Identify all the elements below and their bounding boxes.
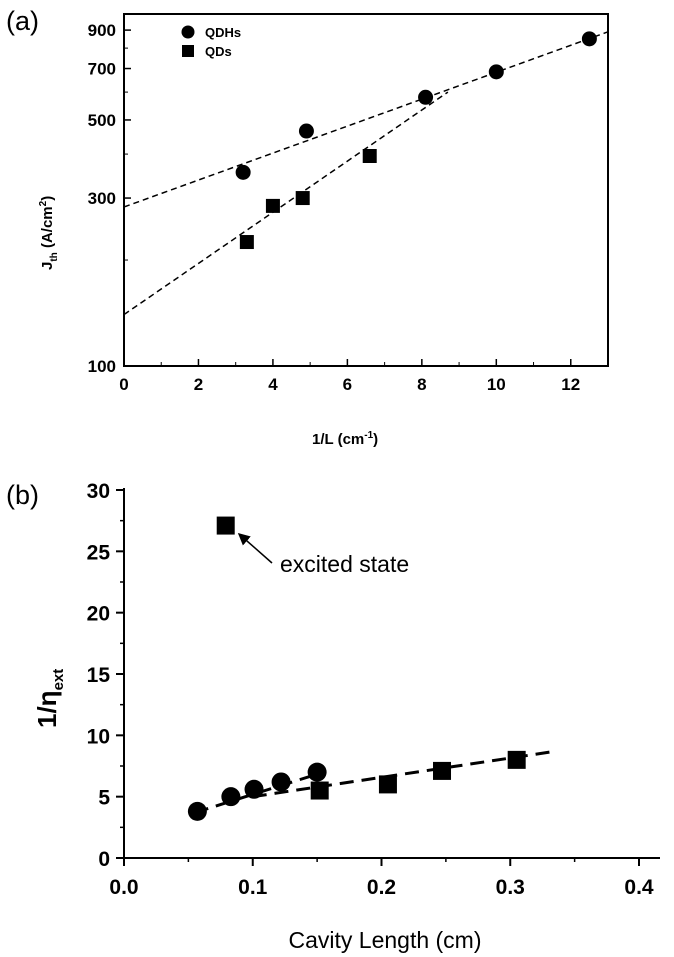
- panel-a-x-tick-label: 4: [268, 375, 278, 394]
- panel-b: (b) 0.0 0.1 0.2 0.3 0.4 0 5 10 15 20 25 30 excited …: [6, 480, 660, 953]
- panel-b-point-circle: [244, 779, 264, 799]
- panel-b-point-square: [433, 761, 452, 780]
- panel-a-y-axis-title: Jth (A/cm2): [38, 196, 60, 270]
- panel-a: (a) 0 2 4 6 8 10 12 100 300 500 700 900 QDHs QDs 1/…: [6, 6, 609, 448]
- panel-a-y-tick-label: 300: [88, 189, 116, 208]
- panel-b-point-square: [310, 781, 329, 800]
- panel-b-point-circle: [307, 762, 327, 782]
- panel-a-x-tick-label: 0: [119, 375, 128, 394]
- panel-a-x-axis-title-text: 1/L (cm: [312, 431, 364, 448]
- panel-b-x-tick-label: 0.2: [367, 876, 396, 899]
- panel-b-fit-line-1: [252, 749, 556, 799]
- panel-a-x-tick-label: 12: [561, 375, 580, 394]
- annotation-excited-state: excited state: [280, 551, 409, 577]
- legend-label-qdhs: QDHs: [205, 25, 241, 40]
- panel-b-label: (b): [6, 480, 39, 510]
- panel-a-y-tick-label: 500: [88, 111, 116, 130]
- panel-a-point-qds: [362, 148, 377, 163]
- panel-a-fit-lines: [123, 31, 609, 316]
- panel-a-point-qdhs: [418, 89, 434, 105]
- panel-a-label: (a): [6, 6, 39, 36]
- panel-a-plot-frame: [123, 13, 609, 367]
- panel-a-x-axis-title-sup: -1: [364, 430, 373, 441]
- panel-a-fit-line-qds: [123, 91, 449, 316]
- panel-a-y-axis-title-mid: (A/cm: [39, 206, 56, 252]
- legend-label-qds: QDs: [205, 44, 232, 59]
- panel-a-x-tick-label: 2: [194, 375, 203, 394]
- panel-b-x-tick-label: 0.0: [109, 876, 138, 899]
- panel-a-point-qds: [295, 191, 310, 206]
- panel-b-point-square: [216, 516, 235, 535]
- panel-b-x-tick-label: 0.4: [624, 876, 654, 899]
- panel-a-y-axis-title-text: J: [39, 262, 56, 270]
- panel-b-x-tick-label: 0.3: [496, 876, 525, 899]
- panel-a-point-qdhs: [581, 31, 597, 47]
- panel-b-point-square: [378, 775, 397, 794]
- panel-a-x-tick-label: 10: [487, 375, 506, 394]
- panel-a-fit-line-qdhs: [123, 31, 609, 208]
- panel-b-point-circle: [271, 772, 291, 792]
- panel-b-y-axis-title: 1/ηext: [32, 669, 67, 728]
- panel-a-y-tick-label: 700: [88, 60, 116, 79]
- panel-b-x-axis-title: Cavity Length (cm): [288, 927, 481, 953]
- panel-b-y-axis-title-text: 1/η: [32, 690, 62, 728]
- panel-b-point-circle: [221, 787, 241, 807]
- panel-b-x-tick-label: 0.1: [238, 876, 268, 899]
- panel-b-data-points: [187, 516, 526, 821]
- panel-a-point-qdhs: [298, 123, 314, 139]
- panel-a-ticks: 0 2 4 6 8 10 12 100 300 500 700 900: [88, 21, 581, 394]
- panel-a-x-tick-label: 8: [417, 375, 426, 394]
- panel-a-y-axis-title-sup: 2: [38, 200, 49, 206]
- panel-b-annotation: excited state: [237, 533, 409, 577]
- legend-circle-marker: [181, 25, 195, 39]
- panel-a-y-axis-title-end: ): [39, 196, 56, 201]
- panel-a-y-tick-label: 900: [88, 21, 116, 40]
- panel-b-y-tick-label: 25: [87, 541, 111, 564]
- panel-a-legend: QDHs QDs: [181, 25, 241, 59]
- panel-b-ticks: 0.0 0.1 0.2 0.3 0.4 0 5 10 15 20 25 30: [87, 480, 654, 899]
- legend-square-marker: [182, 45, 194, 57]
- panel-b-y-axis-title-sub: ext: [50, 669, 67, 691]
- annotation-arrow: [237, 533, 273, 564]
- panel-b-y-tick-label: 15: [87, 664, 111, 687]
- panel-b-y-tick-label: 5: [98, 787, 110, 810]
- panel-a-point-qds: [239, 235, 254, 250]
- panel-a-x-axis-title-end: ): [373, 431, 378, 448]
- panel-a-y-axis-title-sub: th: [49, 252, 60, 261]
- panel-b-y-tick-label: 20: [87, 603, 110, 626]
- panel-a-x-tick-label: 6: [343, 375, 352, 394]
- panel-a-point-qdhs: [488, 64, 504, 80]
- panel-a-y-tick-label: 100: [88, 357, 116, 376]
- panel-b-y-tick-label: 30: [87, 480, 110, 503]
- panel-a-data-points: [235, 31, 597, 250]
- panel-a-x-axis-title: 1/L (cm-1): [312, 430, 378, 448]
- panel-b-point-circle: [187, 801, 207, 821]
- panel-b-y-tick-label: 0: [98, 848, 110, 871]
- panel-b-y-tick-label: 10: [87, 725, 110, 748]
- panel-a-point-qds: [265, 198, 280, 213]
- panel-b-point-square: [507, 750, 526, 769]
- panel-a-point-qdhs: [235, 164, 251, 180]
